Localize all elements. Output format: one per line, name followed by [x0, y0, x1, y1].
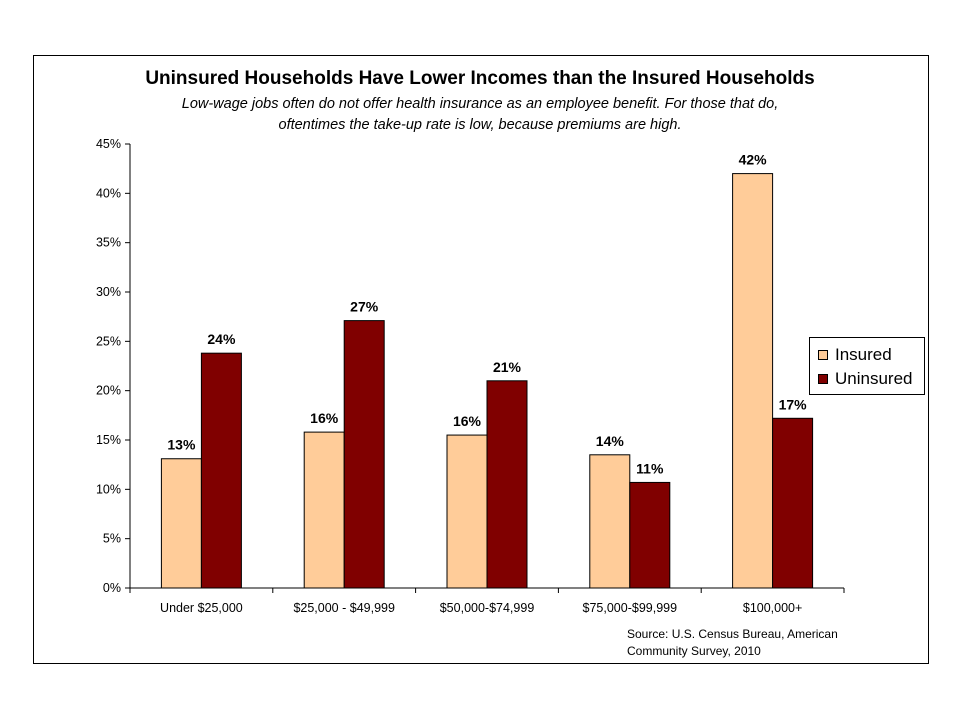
x-category-label: $100,000+ — [743, 601, 802, 615]
data-label: 16% — [310, 410, 339, 426]
bar-uninsured — [200, 352, 242, 589]
data-label: 21% — [493, 359, 522, 375]
x-category-label: Under $25,000 — [160, 601, 243, 615]
y-tick-label: 20% — [96, 384, 121, 398]
source-line-1: Source: U.S. Census Bureau, American — [627, 627, 838, 641]
data-label: 42% — [739, 152, 768, 168]
subtitle-line-1: Low-wage jobs often do not offer health … — [181, 96, 779, 112]
bar-insured — [446, 434, 488, 589]
y-tick-label: 15% — [96, 433, 121, 447]
data-label: 11% — [636, 460, 664, 476]
legend: Insured Uninsured — [809, 337, 925, 395]
y-tick-label: 25% — [96, 334, 121, 348]
bar-uninsured — [486, 380, 528, 589]
legend-label-uninsured: Uninsured — [835, 369, 913, 388]
data-label: 24% — [207, 331, 236, 347]
legend-label-insured: Insured — [835, 345, 892, 364]
source-line-2: Community Survey, 2010 — [627, 644, 761, 658]
bar-insured — [732, 173, 774, 589]
data-label: 13% — [167, 437, 196, 453]
data-label: 27% — [350, 299, 379, 315]
y-tick-label: 45% — [96, 137, 121, 151]
y-tick-label: 10% — [96, 482, 121, 496]
bar-uninsured — [629, 481, 671, 589]
legend-swatch-insured — [818, 350, 828, 360]
y-tick-label: 5% — [103, 532, 121, 546]
chart-subtitle: Low-wage jobs often do not offer health … — [180, 94, 780, 136]
subtitle-line-2: oftentimes the take-up rate is low, beca… — [278, 117, 682, 133]
x-category-label: $25,000 - $49,999 — [293, 601, 395, 615]
x-category-label: $50,000-$74,999 — [440, 601, 535, 615]
x-category-label: $75,000-$99,999 — [583, 601, 678, 615]
data-label: 14% — [596, 433, 625, 449]
y-tick-label: 35% — [96, 236, 121, 250]
data-label: 16% — [453, 413, 482, 429]
y-tick-label: 0% — [103, 581, 121, 595]
chart-title: Uninsured Households Have Lower Incomes … — [145, 68, 815, 89]
y-tick-label: 40% — [96, 186, 121, 200]
bar-uninsured — [772, 417, 814, 589]
bar-insured — [303, 431, 345, 589]
source-note: Source: U.S. Census Bureau, American Com… — [627, 626, 887, 660]
bar-uninsured — [343, 320, 385, 589]
bar-insured — [589, 454, 631, 589]
data-label: 17% — [779, 396, 808, 412]
bar-insured — [160, 458, 202, 589]
legend-swatch-uninsured — [818, 374, 828, 384]
y-tick-label: 30% — [96, 285, 121, 299]
